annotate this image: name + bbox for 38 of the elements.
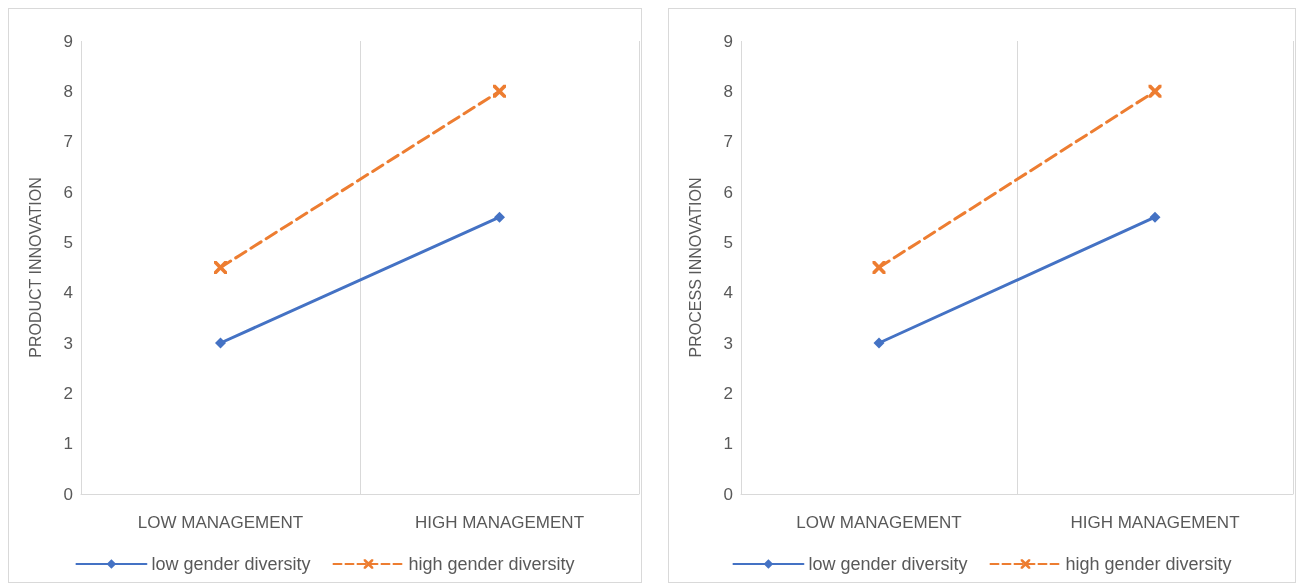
y-tick-label: 3 xyxy=(723,333,733,353)
point xyxy=(494,211,505,223)
y-tick-label: 7 xyxy=(723,132,733,152)
point xyxy=(214,261,227,274)
y-tick-label: 6 xyxy=(723,182,733,202)
y-tick-label: 2 xyxy=(723,383,733,403)
y-tick-label: 1 xyxy=(723,434,733,454)
legend-label: high gender diversity xyxy=(408,554,575,574)
y-axis-title: PROCESS INNOVATION xyxy=(686,177,704,358)
x-tick-label: HIGH MANAGEMENT xyxy=(1070,513,1240,532)
point xyxy=(1149,211,1161,223)
point xyxy=(493,84,506,98)
y-tick-label: 5 xyxy=(723,232,733,252)
point xyxy=(215,337,226,349)
y-tick-label: 7 xyxy=(63,132,73,152)
y-tick-label: 3 xyxy=(63,333,73,353)
y-tick-label: 0 xyxy=(63,484,73,504)
legend-label: low gender diversity xyxy=(151,554,311,574)
point xyxy=(873,337,885,349)
y-tick-label: 8 xyxy=(723,81,733,101)
y-axis-title: PRODUCT INNOVATION xyxy=(26,177,44,358)
y-tick-label: 0 xyxy=(723,484,733,504)
y-tick-label: 5 xyxy=(63,232,73,252)
x-tick-label: HIGH MANAGEMENT xyxy=(414,513,585,532)
point xyxy=(872,261,886,274)
legend-label: low gender diversity xyxy=(808,554,968,574)
y-tick-label: 2 xyxy=(63,383,73,403)
x-tick-label: LOW MANAGEMENT xyxy=(796,513,962,532)
y-tick-label: 6 xyxy=(63,182,73,202)
y-tick-label: 4 xyxy=(63,283,73,303)
x-tick-label: LOW MANAGEMENT xyxy=(137,513,304,532)
point xyxy=(1148,84,1162,98)
y-tick-label: 9 xyxy=(723,31,733,51)
y-tick-label: 8 xyxy=(63,81,73,101)
legend-label: high gender diversity xyxy=(1065,554,1232,574)
y-tick-label: 4 xyxy=(723,283,733,303)
y-tick-label: 9 xyxy=(63,31,73,51)
y-tick-label: 1 xyxy=(63,434,73,454)
